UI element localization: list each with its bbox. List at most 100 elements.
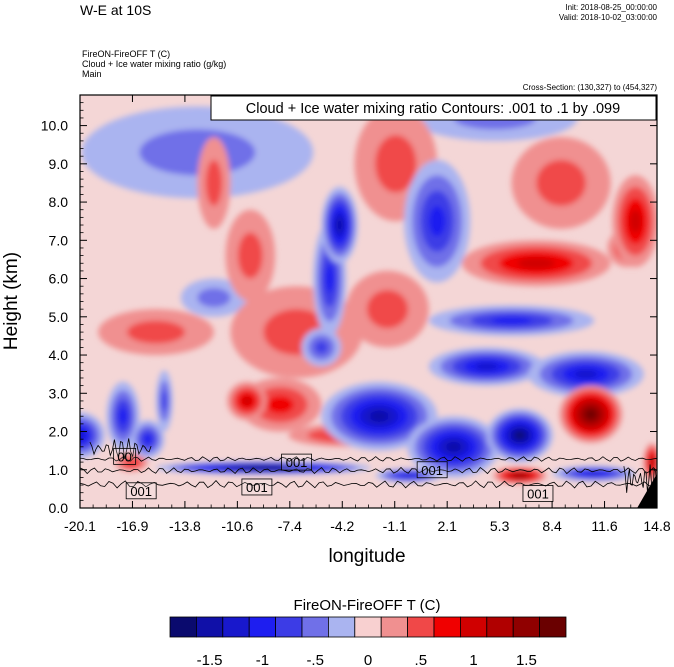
valid-time: Valid: 2018-10-02_03:00:00 <box>558 13 657 22</box>
colorbar-tick-label-3: 0 <box>364 652 372 667</box>
heat-blob-6-level-2 <box>375 135 417 193</box>
heat-blob-17-level-4 <box>490 316 533 325</box>
y-tick-label-6: 6.0 <box>49 271 69 287</box>
y-tick-label-8: 8.0 <box>49 194 69 210</box>
contour-label-box-5 <box>522 485 554 502</box>
cloud-contour-lower <box>80 480 657 489</box>
heat-blob-19-level-4 <box>428 205 446 237</box>
heat-blob-36-level-8 <box>250 466 277 470</box>
colorbar: -1.5 -1 -.5 0 .5 1 1.5 <box>169 616 567 667</box>
contour-label-2: 001 <box>421 463 443 478</box>
x-axis-label: longitude <box>328 546 405 567</box>
contour-label-4: 001 <box>130 484 152 499</box>
colorbar-title: FireON-FireOFF T (C) <box>294 597 441 614</box>
y-tick-label-7: 7.0 <box>49 232 69 248</box>
colorbar-swatch-5 <box>301 616 329 638</box>
cloud-contours: 00 001 001 001 001 001 <box>80 438 657 502</box>
x-tick-label-6: -1.1 <box>383 518 407 534</box>
heat-blob-23-level-4 <box>629 209 642 233</box>
heat-blob-20-level-4 <box>517 257 555 269</box>
heat-blob-2-level-2 <box>536 160 586 206</box>
colorbar-swatch-9 <box>407 616 435 638</box>
colorbar-swatch-4 <box>275 616 303 638</box>
contour-label-5: 001 <box>527 486 549 501</box>
heat-blob-21-level-4 <box>242 396 252 406</box>
heat-blob-8-level-2 <box>237 232 263 279</box>
heatmap-field <box>80 95 657 508</box>
contour-label-box-3 <box>241 478 273 496</box>
colorbar-swatch-1 <box>195 616 224 638</box>
colorbar-swatch-12 <box>486 616 514 638</box>
contour-label-0: 00 <box>117 449 131 464</box>
terrain-fill <box>637 473 657 508</box>
x-tick-label-11: 14.8 <box>643 518 670 534</box>
heat-blob-16-level-4 <box>118 407 128 425</box>
colorbar-swatch-2 <box>222 616 250 638</box>
x-tick-label-7: 2.1 <box>437 518 457 534</box>
heat-blob-7-level-2 <box>127 320 185 344</box>
heat-blob-22-level-4 <box>143 434 152 444</box>
axes: -20.1 -16.9 -13.8 -10.6 -7.4 -4.2 -1.1 2.1 5.3 8.… <box>41 94 671 534</box>
heat-blob-10-level-3 <box>161 390 168 412</box>
contour-label-3: 001 <box>246 480 268 495</box>
field-label-cloud-ice: Cloud + Ice water mixing ratio (g/kg) <box>82 59 227 69</box>
x-tick-label-10: 11.6 <box>591 518 617 534</box>
heat-blob-24-level-5 <box>80 430 85 440</box>
init-time: Init: 2018-08-25_00:00:00 <box>565 3 657 12</box>
contour-label-box-1 <box>281 453 312 471</box>
x-tick-label-3: -10.6 <box>221 518 253 534</box>
overlay-legend-box <box>210 95 657 121</box>
colorbar-tick-label-4: .5 <box>415 652 428 667</box>
field-label-temperature: FireON-FireOFF T (C) <box>82 49 171 59</box>
colorbar-swatch-6 <box>327 616 356 638</box>
colorbar-swatch-10 <box>433 616 461 638</box>
cross-section-label: Cross-Section: (130,327) to (454,327) <box>522 83 657 92</box>
colorbar-swatch-14 <box>539 616 567 638</box>
x-tick-label-5: -4.2 <box>330 518 354 534</box>
heat-blob-29-level-5 <box>585 472 603 476</box>
cloud-contour-middle <box>80 466 657 475</box>
cloud-contour-west <box>89 438 152 459</box>
contour-label-box-4 <box>125 482 157 500</box>
overlay-legend: Cloud + Ice water mixing ratio Contours:… <box>210 95 657 121</box>
heat-blob-9-level-2 <box>205 160 223 206</box>
heat-blob-14-level-3 <box>266 395 294 414</box>
heat-blob-35-level-7 <box>515 431 525 440</box>
colorbar-swatch-7 <box>354 616 382 638</box>
y-tick-label-0: 0.0 <box>49 500 69 516</box>
x-tick-label-4: -7.4 <box>278 518 302 534</box>
heat-blob-3-level-2 <box>366 290 409 329</box>
y-axis-label: Height (km) <box>1 252 22 350</box>
y-tick-label-10: 10.0 <box>41 118 68 134</box>
cloud-contour-east <box>623 464 657 493</box>
colorbar-tick-label-0: -1.5 <box>197 652 223 667</box>
colorbar-swatch-8 <box>380 616 409 638</box>
overlay-legend-text: Cloud + Ice water mixing ratio Contours:… <box>246 101 620 117</box>
heat-blob-0-level-2 <box>197 288 231 308</box>
heat-blob-34-level-7 <box>586 410 596 419</box>
colorbar-swatch-13 <box>512 616 541 638</box>
y-tick-label-4: 4.0 <box>49 347 69 363</box>
x-tick-label-2: -13.8 <box>169 518 201 534</box>
cloud-contour-upper <box>80 456 657 463</box>
colorbar-swatch-0 <box>169 616 197 638</box>
heat-blob-4-level-2 <box>139 129 256 176</box>
y-tick-label-3: 3.0 <box>49 385 69 401</box>
heat-blob-27-level-5 <box>650 458 655 466</box>
chart-title: W-E at 10S <box>80 2 152 18</box>
x-tick-label-8: 5.3 <box>490 518 510 534</box>
y-tick-label-5: 5.0 <box>49 309 69 325</box>
colorbar-swatch-11 <box>459 616 488 638</box>
heat-blob-31-level-6 <box>369 410 389 422</box>
heat-blob-12-level-3 <box>314 341 328 354</box>
x-tick-label-0: -20.1 <box>64 518 96 534</box>
x-tick-label-9: 8.4 <box>542 518 562 534</box>
heatmap-blobs <box>80 95 657 484</box>
x-tick-label-1: -16.9 <box>116 518 148 534</box>
colorbar-tick-label-1: -1 <box>256 652 269 667</box>
heat-blob-33-level-6 <box>515 473 525 477</box>
colorbar-swatch-3 <box>248 616 276 638</box>
heat-blob-32-level-6 <box>445 441 462 452</box>
colorbar-tick-label-5: 1 <box>469 652 477 667</box>
heat-blob-30-level-6 <box>336 218 343 232</box>
